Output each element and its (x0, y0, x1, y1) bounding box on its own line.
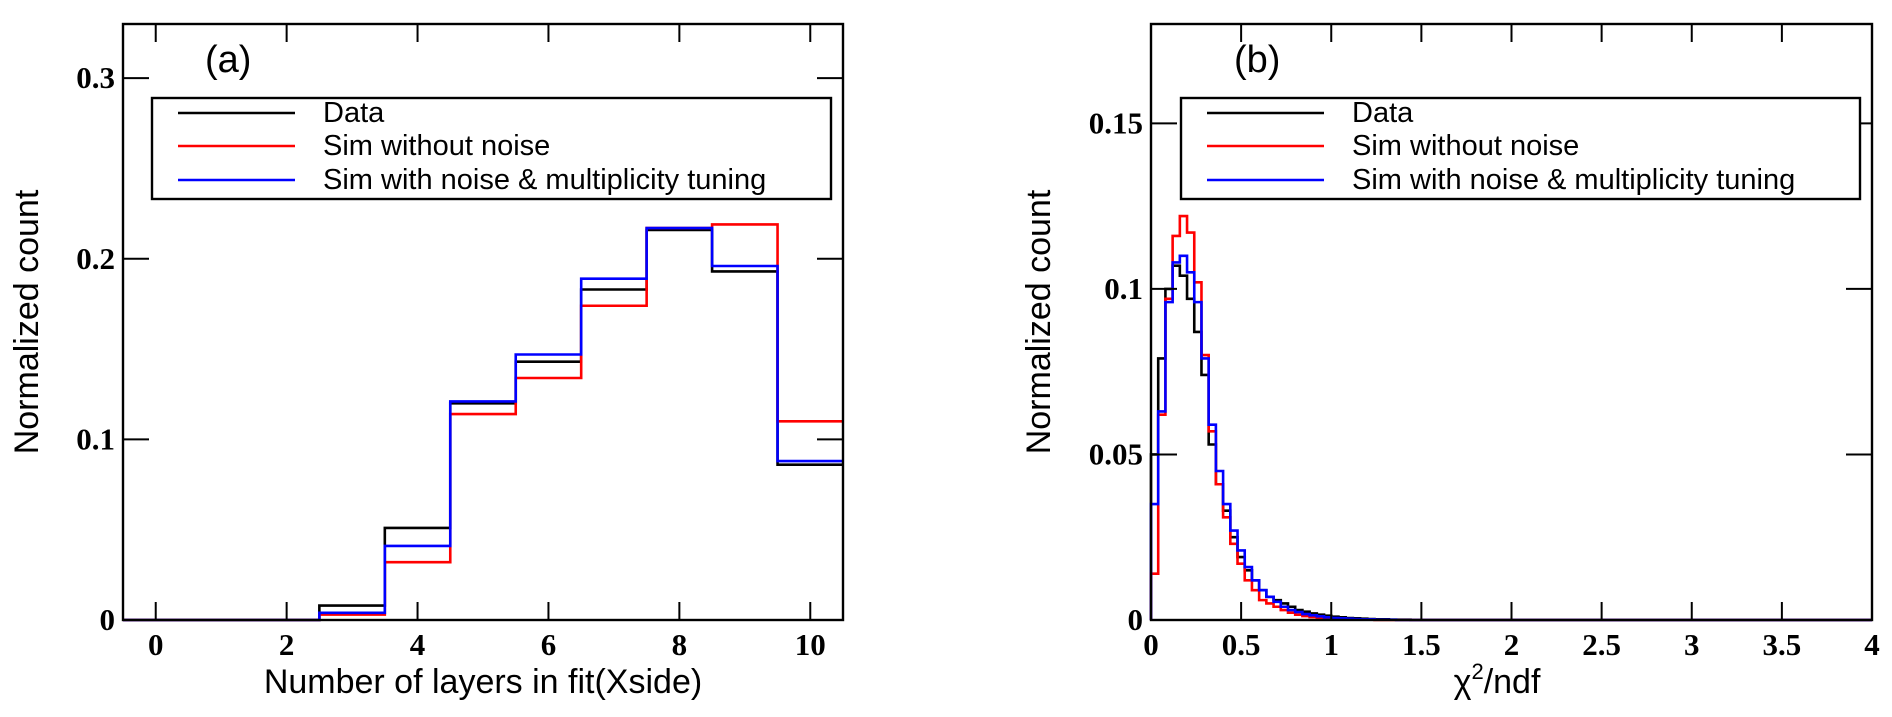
panel-b-y-tick-label-2: 0.1 (1104, 271, 1143, 306)
panel-b-legend-label-sim-without-noise: Sim without noise (1352, 130, 1579, 162)
panel-b-legend-label-sim-with-noise: Sim with noise & multiplicity tuning (1352, 164, 1795, 196)
panel-a-x-tick-label-5: 10 (795, 627, 826, 662)
panel-a-y-tick-label-0: 0 (100, 602, 116, 637)
panel-b-y-tick-label-1: 0.05 (1089, 436, 1143, 471)
panel-a-x-ticks: 0 2 4 6 8 10 (148, 24, 826, 662)
panel-b-x-tick-label-4: 2 (1504, 627, 1520, 662)
panel-b-series-sim-with-noise-and-multiplicity-tuning (1149, 254, 1872, 622)
panel-b-x-axis-label-base: χ (1454, 663, 1472, 701)
panel-a-y-tick-label-3: 0.3 (76, 60, 115, 95)
panel-b-y-ticks: 0 0.05 0.1 0.15 (1089, 105, 1872, 637)
panel-a-label: (a) (205, 39, 251, 81)
panel-a-series-sim-without-noise (123, 223, 843, 622)
panel-b-y-tick-label-3: 0.15 (1089, 105, 1143, 140)
panel-b-x-tick-label-7: 3.5 (1763, 627, 1802, 662)
panel-a-x-tick-label-0: 0 (148, 627, 164, 662)
panel-b-x-tick-label-8: 4 (1864, 627, 1880, 662)
panel-b-series-layer (1149, 214, 1872, 622)
panel-a-chart: Normalized count Number of layers in fit… (8, 22, 845, 701)
panel-a-series-layer (123, 223, 843, 622)
panel-a-legend: Data Sim without noise Sim with noise & … (150, 96, 833, 201)
panel-b-x-axis-label-tail: /ndf (1484, 663, 1541, 701)
panel-a-y-axis-label: Normalized count (8, 189, 46, 454)
panel-a-x-tick-label-4: 8 (672, 627, 688, 662)
panel-b-legend-label-data: Data (1352, 97, 1414, 129)
panel-b-label: (b) (1234, 39, 1280, 81)
panel-a-y-ticks: 0 0.1 0.2 0.3 (76, 60, 843, 637)
panel-b-x-tick-label-6: 3 (1684, 627, 1700, 662)
panel-a-x-axis-label: Number of layers in fit(Xside) (264, 663, 702, 701)
panel-a-y-tick-label-1: 0.1 (76, 421, 115, 456)
panel-a-x-tick-label-3: 6 (541, 627, 557, 662)
panel-a-frame (121, 22, 845, 622)
panel-b-legend-box (1179, 96, 1862, 201)
panel-a-legend-label-sim-without-noise: Sim without noise (323, 130, 550, 162)
panel-b-series-sim-without-noise (1149, 214, 1872, 622)
panel-b-x-tick-label-2: 1 (1324, 627, 1340, 662)
panel-a-legend-label-sim-with-noise: Sim with noise & multiplicity tuning (323, 164, 766, 196)
panel-b-x-axis-label: χ2/ndf (1454, 659, 1541, 701)
panel-b-x-tick-label-3: 1.5 (1402, 627, 1441, 662)
panel-b-x-tick-label-5: 2.5 (1582, 627, 1621, 662)
panel-a-series-data (123, 228, 843, 622)
panel-a-legend-label-data: Data (323, 97, 385, 129)
panel-b-x-tick-label-0: 0 (1143, 627, 1159, 662)
panel-a-y-tick-label-2: 0.2 (76, 241, 115, 276)
panel-b-x-tick-label-1: 0.5 (1222, 627, 1261, 662)
panel-a-legend-box (150, 96, 833, 201)
panel-a-x-tick-label-1: 2 (279, 627, 295, 662)
panel-b-chart: Normalized count χ2/ndf (b) 0 0.05 0.1 0.15… (1020, 22, 1880, 701)
panel-b-y-axis-label: Normalized count (1020, 189, 1058, 454)
panel-b-x-ticks: 0 0.5 1 1.5 2 2.5 3 3.5 4 (1143, 24, 1880, 662)
panel-b-series-data (1149, 264, 1872, 622)
panel-b-legend: Data Sim without noise Sim with noise & … (1179, 96, 1862, 201)
panel-a-series-sim-with-noise-and-multiplicity-tuning (123, 226, 843, 622)
panel-a-x-tick-label-2: 4 (410, 627, 426, 662)
panel-b-x-axis-label-sup: 2 (1471, 659, 1483, 684)
panel-b-y-tick-label-0: 0 (1128, 602, 1144, 637)
